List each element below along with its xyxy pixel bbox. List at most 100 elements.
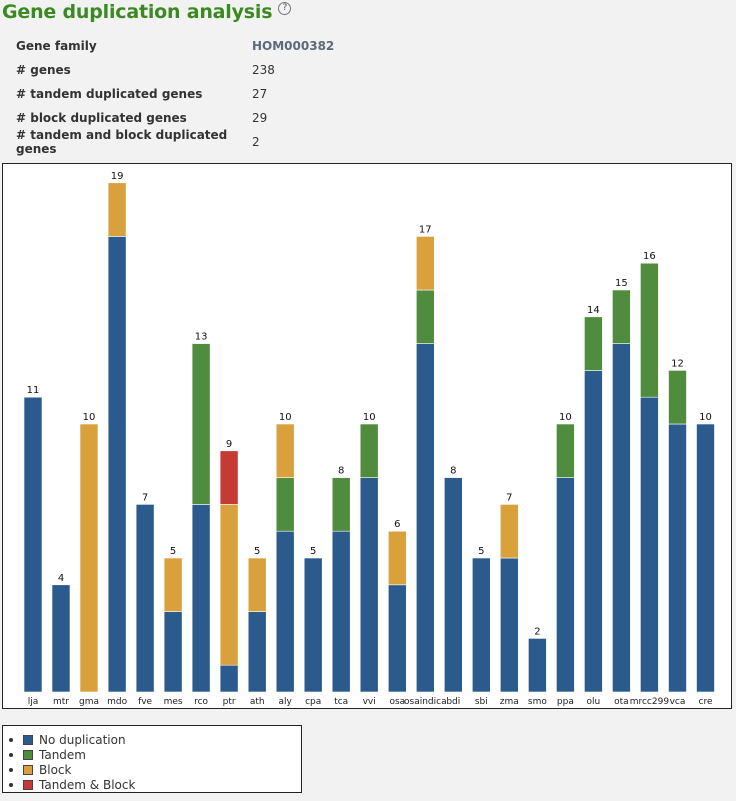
- category-label: aly: [279, 697, 293, 707]
- info-label: # genes: [16, 63, 71, 77]
- bar-segment-osa-block[interactable]: [387, 530, 407, 586]
- bar-segment-aly-no-duplication[interactable]: [275, 530, 295, 693]
- help-circle-icon[interactable]: ?: [278, 1, 292, 15]
- category-label: zma: [500, 697, 519, 707]
- legend-swatch: [23, 734, 33, 745]
- bar-segment-ptr-block[interactable]: [219, 504, 239, 666]
- bar-total-label: 10: [279, 412, 292, 423]
- info-label: # block duplicated genes: [16, 111, 187, 125]
- bar-total-label: 11: [27, 385, 40, 396]
- bar-segment-ptr-no-duplication[interactable]: [219, 664, 239, 693]
- family-info-table: Gene family HOM000382 # genes 238 # tand…: [16, 34, 335, 156]
- bar-total-label: 5: [310, 546, 316, 557]
- bar-total-label: 5: [170, 546, 176, 557]
- bar-segment-ath-block[interactable]: [247, 557, 267, 612]
- legend-item-no-duplication: No duplication: [9, 732, 301, 747]
- bar-segment-vvi-no-duplication[interactable]: [359, 477, 379, 693]
- bar-total-label: 10: [83, 412, 96, 423]
- bar-segment-olu-no-duplication[interactable]: [584, 370, 603, 693]
- info-label: Gene family: [16, 39, 97, 53]
- category-label: lja: [28, 697, 39, 707]
- category-label: smo: [528, 697, 547, 707]
- bar-segment-ptr-tandem-block[interactable]: [219, 450, 239, 505]
- bar-segment-rco-tandem[interactable]: [191, 343, 211, 505]
- bar-total-label: 14: [587, 305, 600, 316]
- bar-segment-mtr-no-duplication[interactable]: [51, 584, 71, 693]
- bar-segment-osaindica-no-duplication[interactable]: [415, 343, 435, 693]
- category-label: vvi: [363, 697, 376, 707]
- bar-total-label: 13: [195, 332, 208, 343]
- bar-segment-ota-tandem[interactable]: [612, 289, 631, 344]
- bar-segment-olu-tandem[interactable]: [584, 316, 603, 371]
- bar-segment-vvi-tandem[interactable]: [359, 423, 379, 478]
- info-label: # tandem and block duplicated genes: [16, 128, 228, 156]
- category-label: tca: [334, 697, 348, 707]
- category-label: cre: [699, 697, 713, 707]
- bar-segment-ppa-tandem[interactable]: [556, 423, 575, 478]
- bar-segment-vca-no-duplication[interactable]: [668, 423, 687, 693]
- bar-segment-rco-no-duplication[interactable]: [191, 504, 211, 693]
- category-label: bdi: [446, 697, 460, 707]
- category-label: mes: [164, 697, 183, 707]
- bar-segment-mes-no-duplication[interactable]: [163, 611, 183, 693]
- bar-total-label: 4: [58, 573, 64, 584]
- bar-segment-osaindica-block[interactable]: [415, 236, 435, 291]
- category-label: rco: [194, 697, 208, 707]
- bar-total-label: 19: [111, 171, 124, 182]
- chart-canvas: 11 lja 4 mtr 10 gma 19 mdo 7 fve 5 mes 13 rco 9 ptr 5 ath…: [23, 171, 715, 707]
- bar-segment-lja-no-duplication[interactable]: [23, 396, 43, 693]
- bar-segment-osa-no-duplication[interactable]: [387, 584, 407, 693]
- bar-segment-vca-tandem[interactable]: [668, 370, 687, 425]
- legend-swatch: [23, 749, 33, 760]
- bar-segment-zma-block[interactable]: [499, 504, 519, 559]
- bar-segment-osaindica-tandem[interactable]: [415, 289, 435, 344]
- category-label: fve: [138, 697, 152, 707]
- bar-total-label: 17: [419, 224, 432, 235]
- category-label: ota: [614, 697, 629, 707]
- bar-segment-aly-block[interactable]: [275, 423, 295, 478]
- bar-segment-ppa-no-duplication[interactable]: [556, 477, 575, 693]
- bar-segment-mes-block[interactable]: [163, 557, 183, 612]
- gene-family-link[interactable]: HOM000382: [252, 39, 335, 53]
- bar-segment-mrcc299-no-duplication[interactable]: [640, 396, 659, 693]
- bar-segment-tca-tandem[interactable]: [331, 477, 351, 532]
- bar-segment-ota-no-duplication[interactable]: [612, 343, 631, 693]
- page-title: Gene duplication analysis: [2, 1, 273, 23]
- category-label: gma: [79, 697, 99, 707]
- bar-total-label: 12: [671, 358, 684, 369]
- legend-item-tandem: Tandem: [9, 747, 301, 762]
- bar-segment-smo-no-duplication[interactable]: [528, 638, 547, 693]
- bar-total-label: 8: [450, 466, 456, 477]
- bar-segment-sbi-no-duplication[interactable]: [471, 557, 491, 693]
- bar-segment-mrcc299-tandem[interactable]: [640, 262, 659, 398]
- bar-segment-mdo-no-duplication[interactable]: [107, 236, 127, 693]
- bar-segment-cpa-no-duplication[interactable]: [303, 557, 323, 693]
- bar-segment-aly-tandem[interactable]: [275, 477, 295, 532]
- category-label: osaindica: [404, 697, 447, 707]
- info-value: 238: [252, 63, 275, 77]
- bar-segment-tca-no-duplication[interactable]: [331, 530, 351, 693]
- category-label: ptr: [223, 697, 236, 707]
- category-label: ppa: [557, 697, 574, 707]
- category-label: mdo: [107, 697, 127, 707]
- bar-total-label: 6: [394, 519, 400, 530]
- bar-segment-cre-no-duplication[interactable]: [696, 423, 715, 693]
- bullet-icon: [9, 737, 13, 742]
- legend-label: No duplication: [39, 732, 126, 747]
- bar-segment-fve-no-duplication[interactable]: [135, 504, 155, 693]
- bar-total-label: 8: [338, 466, 344, 477]
- bar-total-label: 15: [615, 278, 628, 289]
- duplication-chart: 11 lja 4 mtr 10 gma 19 mdo 7 fve 5 mes 13 rco 9 ptr 5 ath…: [2, 163, 732, 709]
- bar-total-label: 5: [254, 546, 260, 557]
- category-label: mrcc299: [630, 697, 670, 707]
- bar-segment-gma-block[interactable]: [79, 423, 99, 693]
- bar-total-label: 7: [142, 492, 148, 503]
- bar-segment-ath-no-duplication[interactable]: [247, 611, 267, 693]
- bar-segment-mdo-block[interactable]: [107, 182, 127, 237]
- bar-segment-bdi-no-duplication[interactable]: [443, 477, 463, 693]
- bar-total-label: 10: [559, 412, 572, 423]
- bullet-icon: [9, 767, 13, 772]
- bar-segment-zma-no-duplication[interactable]: [499, 557, 519, 693]
- category-label: ath: [250, 697, 265, 707]
- category-label: vca: [670, 697, 686, 707]
